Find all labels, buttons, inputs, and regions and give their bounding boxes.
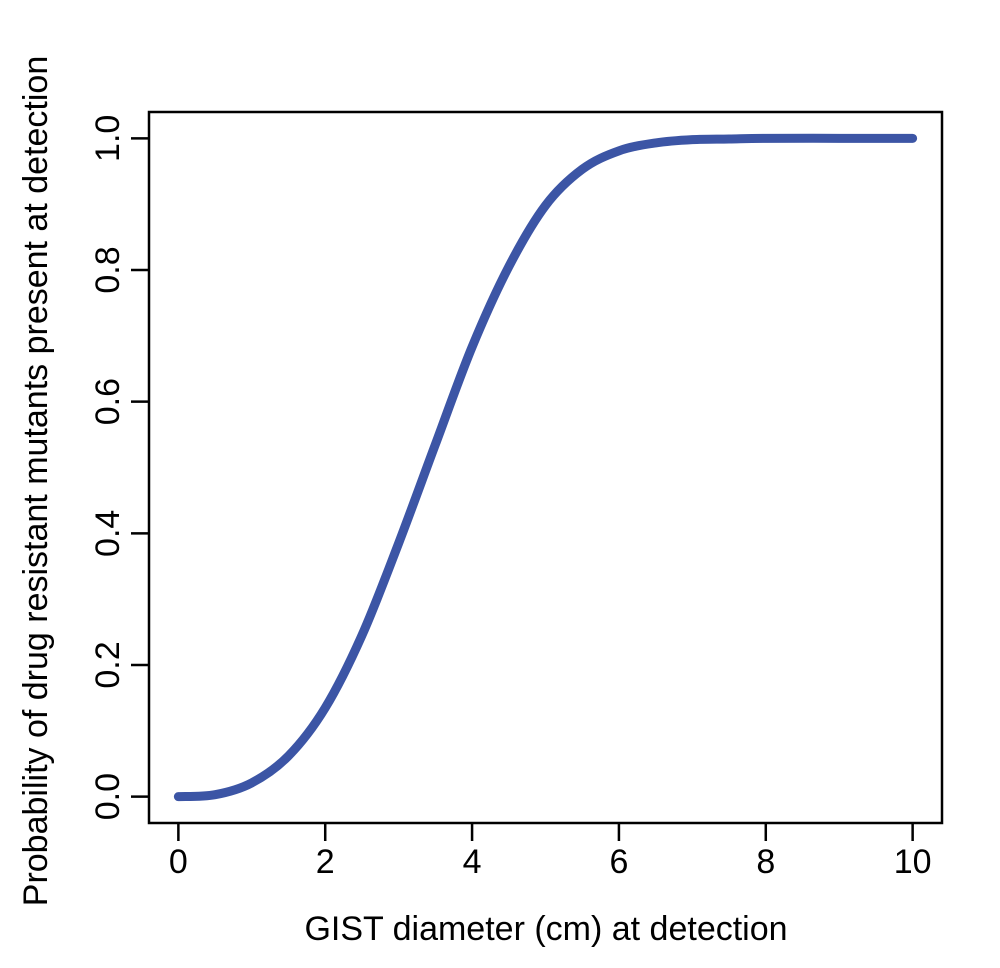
x-tick-label: 2: [316, 843, 335, 881]
x-tick-label: 10: [894, 843, 932, 881]
x-tick-label: 0: [169, 843, 188, 881]
y-tick-label: 1.0: [89, 115, 127, 162]
y-tick-label: 0.8: [89, 246, 127, 293]
y-tick-label: 0.0: [89, 773, 127, 820]
x-axis-label: GIST diameter (cm) at detection: [304, 910, 787, 948]
y-axis-label: Probability of drug resistant mutants pr…: [17, 56, 55, 906]
y-tick-label: 0.4: [89, 510, 127, 557]
x-tick-label: 8: [756, 843, 775, 881]
y-tick-label: 0.6: [89, 378, 127, 425]
x-tick-label: 6: [609, 843, 628, 881]
y-tick-label: 0.2: [89, 641, 127, 688]
plot-frame: [147, 110, 944, 825]
x-axis: 0 2 4 6 8 10: [169, 823, 932, 881]
series-line: [173, 133, 918, 802]
x-tick-label: 4: [463, 843, 482, 881]
series-layer: [173, 133, 918, 802]
y-axis: 0.0 0.2 0.4 0.6 0.8 1.0: [89, 115, 149, 820]
